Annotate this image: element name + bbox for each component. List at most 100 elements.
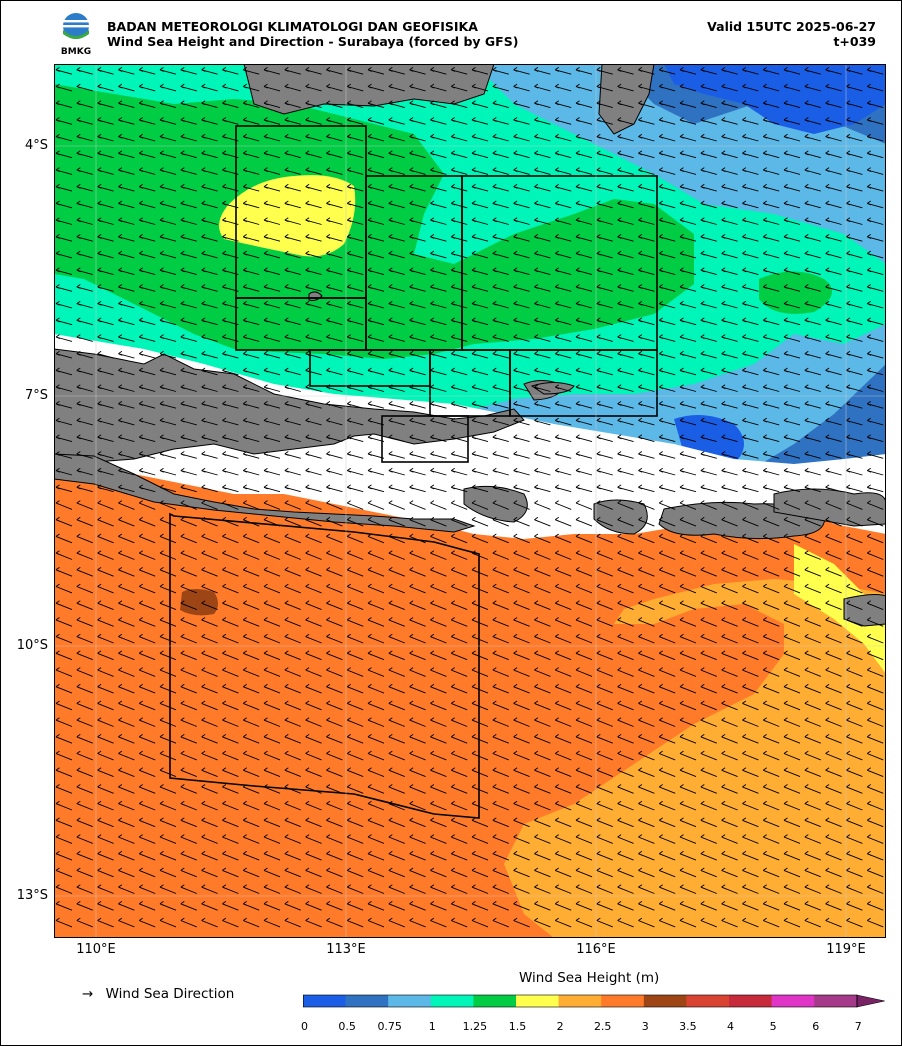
wind-arrow <box>617 300 634 309</box>
wind-arrow <box>326 683 343 694</box>
wind-arrow <box>513 834 530 844</box>
wind-arrow <box>804 867 821 878</box>
wind-arrow <box>679 367 697 376</box>
wind-arrow <box>305 533 322 544</box>
wind-arrow <box>492 300 509 309</box>
wind-arrow <box>492 384 509 392</box>
wind-arrow <box>159 817 177 828</box>
wind-arrow <box>430 784 447 794</box>
wind-arrow <box>76 350 93 359</box>
wind-arrow <box>638 550 655 560</box>
wind-arrow <box>866 67 884 75</box>
wind-arrow <box>471 484 489 493</box>
wind-arrow <box>326 817 343 828</box>
wave-band-0-0.5-north <box>664 64 886 134</box>
wind-arrow <box>617 583 634 594</box>
wind-arrow <box>638 901 655 911</box>
wind-arrow <box>638 800 655 811</box>
wind-arrow <box>866 717 884 727</box>
wind-arrow <box>762 183 780 192</box>
wind-arrow <box>762 784 780 794</box>
wave-band-1.25-1.5-east <box>759 271 832 314</box>
wind-arrow <box>721 451 738 459</box>
wind-arrow <box>180 650 197 661</box>
wind-arrow <box>76 516 93 527</box>
wind-arrow <box>596 516 613 527</box>
wind-arrow <box>242 500 260 510</box>
wind-arrow <box>76 384 93 392</box>
wind-arrow <box>138 367 156 376</box>
wind-arrow <box>367 467 385 476</box>
wind-arrow <box>700 67 717 75</box>
wind-arrow <box>866 484 884 493</box>
wind-arrow <box>76 167 93 175</box>
map-title: Wind Sea Height and Direction - Surabaya… <box>107 34 519 49</box>
wind-arrow <box>804 650 821 661</box>
wind-arrow <box>700 234 717 242</box>
wind-arrow <box>534 700 551 711</box>
wind-arrow <box>846 117 863 125</box>
wind-arrow <box>638 633 655 644</box>
wind-arrow <box>742 417 759 426</box>
wind-arrow <box>159 917 177 928</box>
wind-arrow <box>138 867 156 878</box>
wind-arrow <box>326 417 343 426</box>
wind-arrow <box>575 300 593 309</box>
wind-arrow <box>554 284 572 292</box>
wind-arrow <box>138 117 156 125</box>
wind-arrow <box>534 183 551 192</box>
wind-arrow <box>326 884 343 894</box>
wind-arrow <box>762 884 780 894</box>
wind-arrow <box>430 583 447 594</box>
wind-arrow <box>138 183 156 192</box>
wind-arrow <box>450 817 468 828</box>
wind-arrow <box>201 350 218 359</box>
wind-arrow <box>367 250 385 259</box>
wind-arrow <box>346 850 364 861</box>
wind-arrow <box>450 317 468 326</box>
wind-arrow <box>138 683 156 694</box>
wind-arrow <box>804 700 821 711</box>
wind-arrow <box>138 100 156 109</box>
wind-arrow <box>242 350 260 359</box>
wind-arrow <box>201 834 218 844</box>
wind-arrow <box>97 767 114 778</box>
wind-arrow <box>742 650 759 661</box>
wind-arrow <box>471 467 489 476</box>
land <box>54 64 886 627</box>
wind-arrow <box>513 667 530 677</box>
wind-arrow <box>866 800 884 811</box>
wind-arrow <box>783 550 801 560</box>
wind-arrow <box>804 367 821 376</box>
wind-arrow <box>76 917 93 928</box>
wind-arrow <box>471 183 489 192</box>
wind-arrow <box>430 767 447 778</box>
wind-arrow <box>409 700 426 711</box>
wind-arrow <box>159 167 177 175</box>
wind-arrow <box>305 350 322 359</box>
wind-arrow <box>222 817 239 828</box>
wind-arrow <box>76 717 93 727</box>
wind-arrow <box>346 817 364 828</box>
wind-arrow <box>596 434 613 443</box>
wind-arrow <box>742 516 759 527</box>
wind-arrow <box>138 917 156 928</box>
wind-arrow <box>825 850 842 861</box>
wind-arrow <box>242 567 260 577</box>
wind-arrow <box>242 650 260 661</box>
wind-arrow <box>742 700 759 711</box>
wind-arrow <box>263 683 281 694</box>
wind-arrow <box>700 784 717 794</box>
wind-arrow <box>679 817 697 828</box>
wind-arrow <box>762 867 780 878</box>
wind-arrow <box>471 284 489 292</box>
wind-arrow <box>742 884 759 894</box>
wind-arrow <box>471 434 489 443</box>
wind-arrow <box>346 250 364 259</box>
wind-arrow <box>679 67 697 75</box>
wind-arrow <box>76 583 93 594</box>
wind-arrow <box>534 334 551 342</box>
wind-arrow <box>638 867 655 878</box>
wind-arrow <box>783 767 801 778</box>
wind-arrow <box>97 100 114 109</box>
